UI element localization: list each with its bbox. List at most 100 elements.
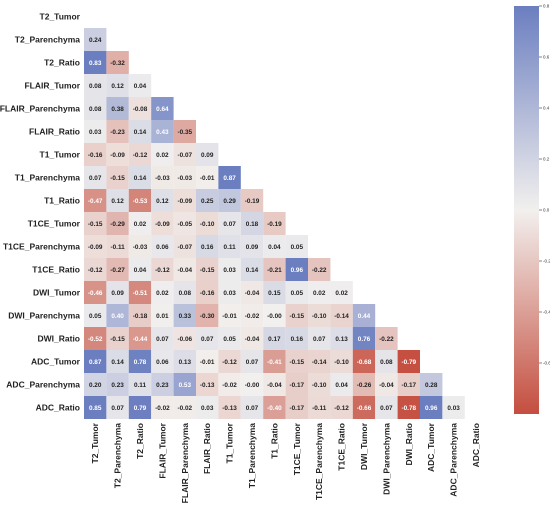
colorbar-tick-label: -0.6 (543, 361, 550, 366)
heatmap-cell (128, 97, 152, 120)
cell-value-label: -0.03 (178, 175, 193, 182)
heatmap-cell (128, 212, 152, 235)
heatmap-cell (196, 327, 219, 350)
heatmap-cell (375, 396, 398, 419)
heatmap-cell (240, 304, 264, 327)
cell-value-label: -0.01 (222, 313, 237, 320)
cell-value-label: -0.04 (245, 290, 260, 297)
heatmap-cell (240, 189, 264, 212)
cell-value-label: 0.07 (246, 405, 259, 412)
heatmap-cell (128, 304, 152, 327)
heatmap-cell (285, 235, 308, 258)
colorbar-tick-label: 0.4 (543, 106, 550, 111)
cell-value-label: -0.19 (245, 198, 260, 205)
heatmap-cell (84, 120, 107, 143)
cell-value-label: 0.16 (291, 336, 304, 343)
heatmap-cell (173, 212, 196, 235)
y-tick-label: T2_Parenchyma (15, 35, 80, 45)
heatmap-cell (106, 143, 129, 166)
cell-value-label: -0.16 (88, 152, 103, 159)
cell-value-label: -0.12 (88, 267, 103, 274)
cell-value-label: -0.30 (200, 313, 215, 320)
x-tick-label: T1CE_Tumor (292, 422, 302, 475)
heatmap-cell (308, 281, 331, 304)
heatmap-cell (263, 304, 286, 327)
x-tick-label: T1CE_Parenchyma (314, 423, 324, 500)
heatmap-cell (263, 396, 286, 419)
cell-value-label: 0.87 (223, 175, 236, 182)
cell-value-label: -0.01 (200, 175, 215, 182)
cell-value-label: -0.04 (245, 336, 260, 343)
heatmap-cell (128, 350, 152, 373)
heatmap-cell (128, 120, 152, 143)
cell-value-label: -0.11 (312, 405, 327, 412)
heatmap-cell (196, 281, 219, 304)
cell-value-label: -0.09 (178, 198, 193, 205)
heatmap-cell (84, 281, 107, 304)
cell-value-label: -0.17 (290, 382, 305, 389)
cell-value-label: -0.00 (267, 313, 282, 320)
cell-value-label: -0.10 (312, 382, 327, 389)
heatmap-cell (285, 327, 308, 350)
heatmap-cell (128, 235, 152, 258)
heatmap-cell (106, 189, 129, 212)
y-tick-label: T1CE_Ratio (32, 265, 80, 275)
heatmap-cell (218, 350, 241, 373)
cell-value-label: -0.16 (200, 290, 215, 297)
cell-value-label: 0.07 (111, 405, 124, 412)
cell-value-label: -0.27 (110, 267, 125, 274)
heatmap-cell (240, 212, 264, 235)
heatmap-cell (151, 258, 174, 281)
cell-value-label: 0.07 (313, 336, 326, 343)
cell-value-label: 0.04 (134, 83, 147, 90)
cell-value-label: -0.10 (200, 221, 215, 228)
cell-value-label: 0.33 (179, 313, 192, 320)
heatmap-cell (106, 327, 129, 350)
heatmap-cell (285, 258, 308, 281)
cell-value-label: -0.23 (110, 129, 125, 136)
heatmap-cell (196, 189, 219, 212)
cell-value-label: 0.09 (246, 244, 259, 251)
cell-value-label: 0.03 (223, 267, 236, 274)
x-tick-label: T1_Parenchyma (247, 423, 257, 488)
cell-value-label: -0.02 (178, 405, 193, 412)
cell-value-label: 0.25 (201, 198, 214, 205)
heatmap-cell (151, 304, 174, 327)
heatmap-cell (330, 304, 353, 327)
cell-value-label: -0.22 (379, 336, 394, 343)
cell-value-label: -0.51 (133, 290, 148, 297)
y-tick-label: T1_Parenchyma (15, 173, 80, 183)
cell-value-label: 0.08 (179, 290, 192, 297)
heatmap-cell (84, 258, 107, 281)
cell-value-label: -0.12 (222, 359, 237, 366)
heatmap-cell (218, 304, 241, 327)
x-tick-label: T1_Tumor (225, 422, 235, 463)
cell-value-label: 0.07 (380, 405, 393, 412)
cell-value-label: 0.09 (111, 290, 124, 297)
cell-value-label: -0.08 (133, 106, 148, 113)
cell-value-label: 0.23 (111, 382, 124, 389)
cell-value-label: 0.07 (223, 221, 236, 228)
cell-value-label: 0.44 (358, 313, 371, 320)
cell-value-label: 0.20 (89, 382, 102, 389)
x-axis-labels: T2_Tumor T2_Parenchyma T2_Ratio FLAIR_Tumor… (90, 422, 481, 503)
y-tick-label: ADC_Parenchyma (6, 380, 80, 390)
y-tick-label: T1CE_Tumor (28, 219, 81, 229)
heatmap-cells: 0.24 0.83 -0.32 0.08 0.12 0.04 0.08 0.38 -0.08 0.… (84, 28, 465, 419)
cell-value-label: 0.76 (358, 336, 371, 343)
x-tick-label: FLAIR_Tumor (157, 422, 167, 478)
cell-value-label: -0.15 (88, 221, 103, 228)
heatmap-cell (308, 304, 331, 327)
heatmap-cell (285, 350, 308, 373)
heatmap-cell (420, 396, 443, 419)
heatmap-cell (84, 51, 107, 74)
cell-value-label: 0.07 (246, 359, 259, 366)
cell-value-label: 0.03 (89, 129, 102, 136)
cell-value-label: 0.07 (156, 336, 169, 343)
cell-value-label: -0.03 (133, 244, 148, 251)
cell-value-label: 0.24 (89, 37, 102, 44)
y-tick-label: FLAIR_Tumor (24, 81, 80, 91)
cell-value-label: 0.16 (201, 244, 214, 251)
heatmap-cell (420, 373, 443, 396)
